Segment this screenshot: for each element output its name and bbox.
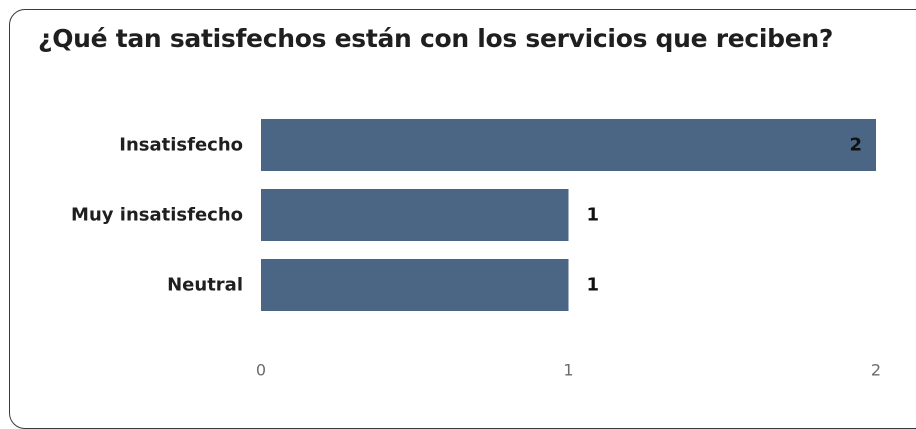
- data-label-1: 1: [587, 205, 600, 226]
- x-tick-label-1: 1: [563, 361, 573, 380]
- bar-0: [261, 119, 876, 171]
- bar-1: [261, 189, 569, 241]
- category-label-1: Muy insatisfecho: [71, 205, 243, 226]
- data-label-2: 1: [587, 275, 600, 296]
- x-tick-label-0: 0: [256, 361, 266, 380]
- bar-2: [261, 259, 569, 311]
- chart-title: ¿Qué tan satisfechos están con los servi…: [38, 24, 834, 53]
- data-label-0: 2: [849, 135, 862, 156]
- category-label-0: Insatisfecho: [119, 135, 243, 156]
- x-tick-label-2: 2: [871, 361, 881, 380]
- bar-chart: Insatisfecho 2 Muy insatisfecho 1 Neutral 1 0 1…: [71, 119, 881, 380]
- category-label-2: Neutral: [167, 275, 243, 296]
